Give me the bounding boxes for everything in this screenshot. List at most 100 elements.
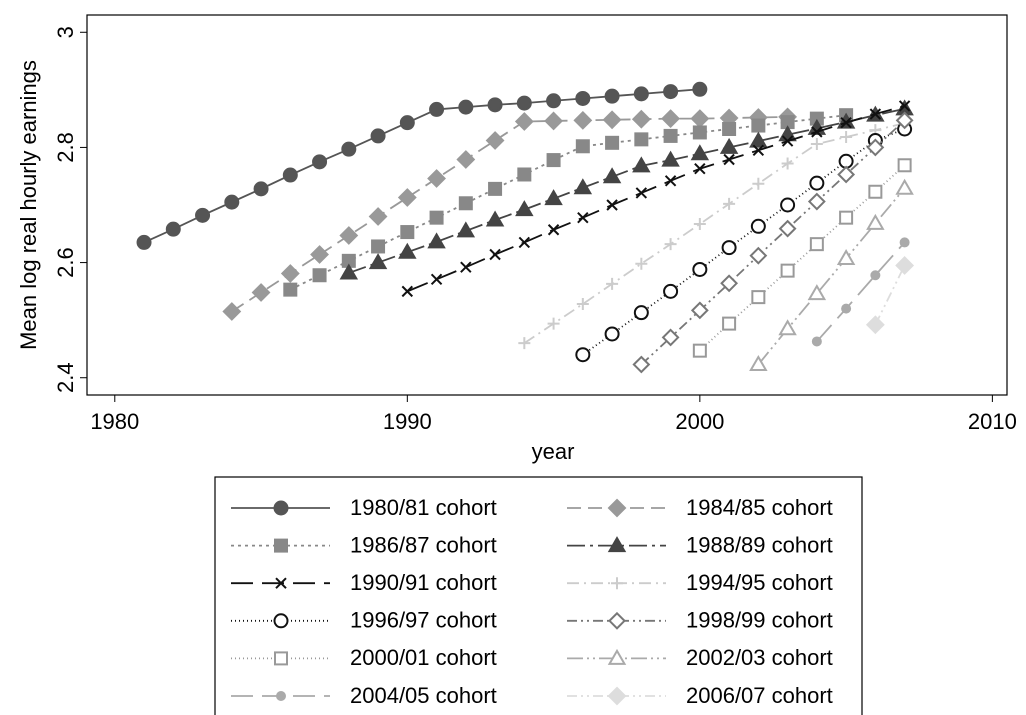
data-point <box>631 109 651 129</box>
data-point <box>663 128 678 143</box>
legend-swatch-marker <box>274 651 288 666</box>
series-line <box>523 122 905 344</box>
series-line <box>406 105 905 293</box>
legend-swatch-marker <box>273 613 289 629</box>
data-point <box>690 301 709 320</box>
data-point <box>456 150 476 169</box>
data-point <box>339 263 359 280</box>
data-point <box>485 131 505 150</box>
data-point <box>810 137 823 150</box>
data-point <box>837 165 856 184</box>
series-line <box>582 128 905 356</box>
data-point <box>487 97 503 113</box>
y-tick-label: 3 <box>53 26 78 38</box>
series-line <box>816 241 906 343</box>
data-point <box>663 283 679 299</box>
data-point <box>458 196 473 211</box>
legend-label: 1994/95 cohort <box>686 570 833 595</box>
data-point <box>723 153 735 166</box>
data-point <box>719 137 739 154</box>
data-point <box>720 274 739 293</box>
legend-label: 1986/87 cohort <box>350 532 497 557</box>
data-point <box>518 337 531 350</box>
data-point <box>899 237 910 248</box>
data-point <box>634 132 649 147</box>
data-point <box>165 221 181 237</box>
data-point <box>516 95 532 111</box>
data-point <box>339 226 359 245</box>
data-point <box>781 135 794 147</box>
data-point <box>895 111 914 130</box>
data-point <box>661 150 680 167</box>
data-point <box>398 242 417 259</box>
legend-label: 2002/03 cohort <box>686 645 833 670</box>
data-point <box>224 194 240 210</box>
data-point <box>251 283 271 302</box>
data-point <box>282 167 298 183</box>
data-point <box>430 273 443 285</box>
data-point <box>515 200 534 217</box>
plot-frame <box>86 14 1008 396</box>
y-axis-label: Mean log real hourly earnings <box>16 60 41 350</box>
data-point <box>778 219 797 238</box>
legend-swatch-marker <box>273 500 289 516</box>
data-point <box>721 240 737 256</box>
data-point <box>749 354 768 371</box>
series-line <box>757 187 906 366</box>
data-point <box>195 207 211 223</box>
data-point <box>751 118 766 133</box>
series-line <box>640 119 906 366</box>
x-tick-label: 1980 <box>90 409 139 434</box>
data-point <box>429 101 445 117</box>
data-point <box>807 284 827 301</box>
data-point <box>546 153 561 168</box>
data-point <box>780 263 795 278</box>
y-tick-label: 2.4 <box>53 362 78 393</box>
data-point <box>632 355 651 374</box>
data-point <box>841 303 852 314</box>
data-point <box>811 336 822 347</box>
data-point <box>518 236 531 249</box>
data-point <box>840 116 852 129</box>
legend-label: 1980/81 cohort <box>350 495 497 520</box>
data-point <box>866 213 885 230</box>
data-point <box>633 305 649 321</box>
data-point <box>546 93 562 109</box>
data-point <box>632 156 651 173</box>
data-point <box>895 256 915 275</box>
data-point <box>576 298 589 311</box>
legend-swatch-marker <box>275 577 287 589</box>
data-point <box>692 81 708 97</box>
data-point <box>312 154 328 170</box>
legend-label: 2000/01 cohort <box>350 645 497 670</box>
data-point <box>489 248 501 261</box>
data-point <box>514 112 534 131</box>
data-point <box>429 210 444 225</box>
x-tick-label: 2000 <box>675 409 724 434</box>
data-point <box>575 347 591 363</box>
data-point <box>427 232 446 249</box>
data-point <box>280 264 300 283</box>
data-point <box>635 187 648 199</box>
data-point <box>866 138 885 157</box>
data-point <box>895 178 914 195</box>
data-point <box>400 225 415 240</box>
data-point <box>840 131 853 144</box>
legend-swatch-marker <box>611 577 623 590</box>
data-point <box>602 110 622 130</box>
data-point <box>283 282 298 297</box>
data-point <box>544 111 563 131</box>
data-point <box>868 184 883 199</box>
data-point <box>456 221 476 238</box>
data-point <box>781 157 794 170</box>
data-point <box>488 181 503 196</box>
data-point <box>606 199 618 211</box>
data-point <box>752 144 765 157</box>
data-point <box>606 277 619 290</box>
legend-label: 1996/97 cohort <box>350 608 497 633</box>
data-point <box>751 290 766 305</box>
data-point <box>865 315 885 335</box>
data-point <box>752 177 765 190</box>
legend-box <box>214 476 863 715</box>
data-point <box>370 128 386 144</box>
